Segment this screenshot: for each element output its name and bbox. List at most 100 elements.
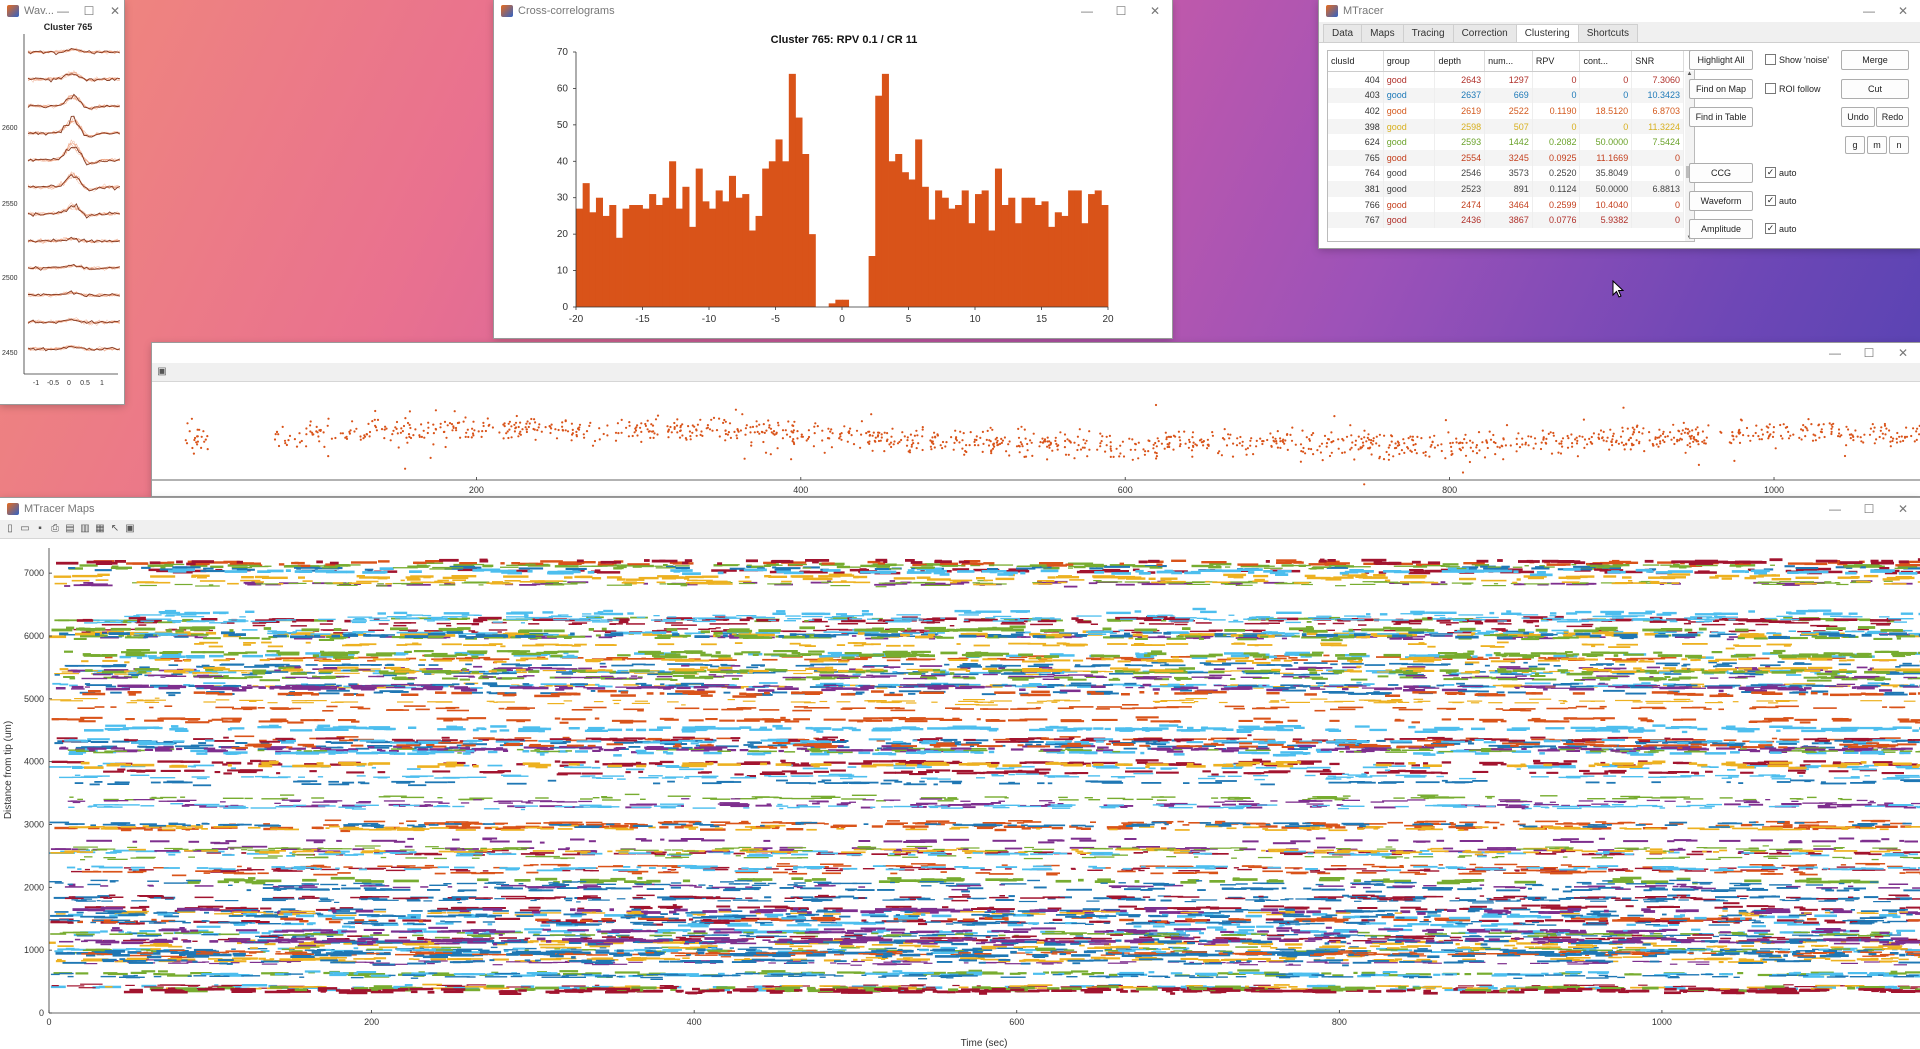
cell-snr[interactable]: 7.3060 (1631, 71, 1684, 88)
cell-cont[interactable]: 11.1669 (1579, 149, 1633, 166)
cluster-table-row[interactable]: 624 good 2593 1442 0.2082 50.0000 7.5424 (1328, 134, 1684, 150)
tab-correction[interactable]: Correction (1452, 24, 1517, 42)
cell-group[interactable]: good (1383, 181, 1436, 197)
tab-maps[interactable]: Maps (1361, 24, 1404, 42)
waveform-button[interactable]: Waveform (1689, 191, 1753, 211)
cell-clusid[interactable]: 624 (1328, 134, 1384, 150)
close-icon[interactable]: ✕ (1149, 4, 1161, 18)
cell-rpv[interactable]: 0.0925 (1532, 149, 1581, 166)
cell-group[interactable]: good (1383, 71, 1436, 88)
dock-icon[interactable]: ▣ (157, 366, 167, 377)
amplitude-titlebar[interactable]: — ☐ ✕ (152, 343, 1920, 363)
redo-button[interactable]: Redo (1876, 107, 1909, 127)
cell-clusid[interactable]: 765 (1328, 149, 1384, 166)
ccg-auto-checkbox[interactable]: ✓ auto (1765, 167, 1797, 178)
cell-rpv[interactable]: 0 (1532, 87, 1581, 104)
ccg-button[interactable]: CCG (1689, 163, 1753, 183)
cell-cont[interactable]: 50.0000 (1579, 181, 1633, 197)
find-in-table-button[interactable]: Find in Table (1689, 107, 1753, 127)
cell-clusid[interactable]: 767 (1328, 212, 1384, 228)
cell-rpv[interactable]: 0.1190 (1532, 103, 1581, 119)
cell-rpv[interactable]: 0.1124 (1532, 181, 1581, 197)
cluster-table-row[interactable]: 404 good 2643 1297 0 0 7.3060 (1328, 71, 1684, 88)
show-noise-checkbox[interactable]: Show 'noise' (1765, 54, 1829, 65)
cluster-table-row[interactable]: 402 good 2619 2522 0.1190 18.5120 6.8703 (1328, 103, 1684, 119)
print-icon[interactable]: ⎙ (51, 523, 59, 534)
ccg-plot[interactable]: Cluster 765: RPV 0.1 / CR 11 -20 -15 -10 -5… (494, 22, 1172, 338)
cell-cont[interactable]: 0 (1579, 87, 1633, 104)
cell-snr[interactable]: 0 (1631, 196, 1684, 213)
export-icon[interactable]: ▤ (65, 523, 75, 534)
cell-snr[interactable]: 0 (1631, 165, 1684, 182)
col-group[interactable]: group (1383, 51, 1436, 72)
col-cont[interactable]: cont... (1579, 51, 1633, 72)
cell-depth[interactable]: 2554 (1434, 149, 1486, 166)
cell-num[interactable]: 3245 (1484, 149, 1533, 166)
cell-rpv[interactable]: 0.0776 (1532, 212, 1581, 228)
waveform-plot[interactable]: Cluster 765 2600 2550 2500 2450 -1 -0.5 … (0, 22, 124, 404)
cell-cont[interactable]: 35.8049 (1579, 165, 1633, 182)
cluster-table-row[interactable]: 766 good 2474 3464 0.2599 10.4040 0 (1328, 196, 1684, 213)
cell-rpv[interactable]: 0.2520 (1532, 165, 1581, 182)
cell-clusid[interactable]: 381 (1328, 181, 1384, 197)
tab-data[interactable]: Data (1323, 24, 1363, 42)
cell-depth[interactable]: 2474 (1434, 196, 1486, 213)
cell-rpv[interactable]: 0.2599 (1532, 196, 1581, 213)
cell-cont[interactable]: 5.9382 (1579, 212, 1633, 228)
cell-clusid[interactable]: 764 (1328, 165, 1384, 182)
cell-snr[interactable]: 11.3224 (1631, 118, 1684, 135)
cell-cont[interactable]: 18.5120 (1579, 103, 1633, 119)
maximize-icon[interactable]: ☐ (1863, 346, 1875, 360)
roi-follow-checkbox-box[interactable] (1765, 83, 1776, 94)
m-button[interactable]: m (1867, 136, 1887, 154)
tab-tracing[interactable]: Tracing (1402, 24, 1454, 42)
mtracer-titlebar[interactable]: MTracer — ✕ (1319, 0, 1920, 22)
cell-depth[interactable]: 2436 (1434, 212, 1486, 228)
col-depth[interactable]: depth (1434, 51, 1486, 72)
table-scroll-up-icon[interactable]: ▲ (1686, 71, 1693, 77)
cell-depth[interactable]: 2546 (1434, 165, 1486, 182)
cell-group[interactable]: good (1383, 134, 1436, 150)
cell-clusid[interactable]: 766 (1328, 196, 1384, 213)
cell-depth[interactable]: 2637 (1434, 87, 1486, 104)
cell-num[interactable]: 3573 (1484, 165, 1533, 182)
ccg-titlebar[interactable]: Cross-correlograms — ☐ ✕ (494, 0, 1172, 22)
grid-icon[interactable]: ▦ (95, 523, 105, 534)
n-button[interactable]: n (1889, 136, 1909, 154)
cell-depth[interactable]: 2619 (1434, 103, 1486, 119)
cell-clusid[interactable]: 402 (1328, 103, 1384, 119)
cell-depth[interactable]: 2598 (1434, 118, 1486, 135)
cell-num[interactable]: 1297 (1484, 71, 1533, 88)
cell-num[interactable]: 2522 (1484, 103, 1533, 119)
cell-snr[interactable]: 10.3423 (1631, 87, 1684, 104)
cell-num[interactable]: 669 (1484, 87, 1533, 104)
cell-snr[interactable]: 0 (1631, 149, 1684, 166)
cell-cont[interactable]: 0 (1579, 71, 1633, 88)
dock-icon[interactable]: ▣ (125, 523, 135, 534)
cell-group[interactable]: good (1383, 149, 1436, 166)
cell-depth[interactable]: 2523 (1434, 181, 1486, 197)
amplitude-auto-checkbox-box[interactable]: ✓ (1765, 223, 1776, 234)
cell-snr[interactable]: 0 (1631, 212, 1684, 228)
close-icon[interactable]: ✕ (1897, 346, 1909, 360)
waveform-titlebar[interactable]: Wav... — ☐ ✕ (0, 0, 124, 22)
cell-snr[interactable]: 6.8813 (1631, 181, 1684, 197)
cell-depth[interactable]: 2643 (1434, 71, 1486, 88)
cell-num[interactable]: 3464 (1484, 196, 1533, 213)
layout-icon[interactable]: ▥ (80, 523, 90, 534)
highlight-all-button[interactable]: Highlight All (1689, 50, 1753, 70)
undo-button[interactable]: Undo (1841, 107, 1875, 127)
cell-group[interactable]: good (1383, 196, 1436, 213)
cell-rpv[interactable]: 0 (1532, 71, 1581, 88)
close-icon[interactable]: ✕ (109, 4, 121, 18)
maximize-icon[interactable]: ☐ (1863, 502, 1875, 516)
waveform-auto-checkbox[interactable]: ✓ auto (1765, 195, 1797, 206)
g-button[interactable]: g (1845, 136, 1865, 154)
minimize-icon[interactable]: — (1081, 4, 1093, 18)
drift-map-plot[interactable]: 0 200 400 600 800 1000 0 1000 2000 3000 4000 5000 60… (0, 538, 1920, 1049)
amplitude-button[interactable]: Amplitude (1689, 219, 1753, 239)
roi-follow-checkbox[interactable]: ROI follow (1765, 83, 1821, 94)
cell-cont[interactable]: 10.4040 (1579, 196, 1633, 213)
maximize-icon[interactable]: ☐ (1115, 4, 1127, 18)
ccg-auto-checkbox-box[interactable]: ✓ (1765, 167, 1776, 178)
